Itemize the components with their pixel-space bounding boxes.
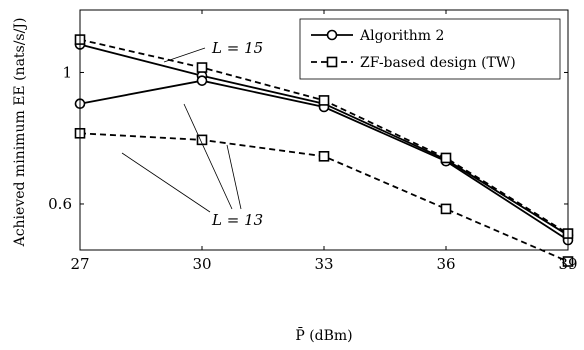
legend-item-zf-design: ZF-based design (TW) <box>311 55 516 71</box>
y-tick-label: 0.6 <box>48 195 72 213</box>
legend-square-marker <box>326 56 338 68</box>
zf-design-point-L13-4 <box>562 256 574 267</box>
annotation-l13: L = 13 <box>211 211 263 229</box>
legend-circle-marker <box>326 29 338 41</box>
x-tick-label: 30 <box>192 255 211 273</box>
zf-design-point-L13-1 <box>196 134 208 146</box>
legend-label-zf-design: ZF-based design (TW) <box>360 55 516 71</box>
x-tick-label: 27 <box>70 255 89 273</box>
x-axis-label: P̄ (dBm) <box>295 326 352 344</box>
legend-item-algorithm-2: Algorithm 2 <box>311 28 444 44</box>
annotation-arrow-l15 <box>163 47 206 63</box>
annotations: L = 15 L = 13 <box>121 39 263 229</box>
legend-label-algorithm-2: Algorithm 2 <box>359 28 444 44</box>
legend: Algorithm 2 ZF-based design (TW) <box>299 18 561 80</box>
zf-design-point-L15-2 <box>318 95 330 106</box>
annotation-arrow-l13-b <box>183 103 233 210</box>
zf-design-point-L15-1 <box>196 62 208 73</box>
annotation-l15: L = 15 <box>211 39 263 57</box>
zf-design-point-L15-3 <box>440 152 452 164</box>
annotation-arrow-l13-c <box>226 144 242 210</box>
x-tick-label: 33 <box>314 255 333 273</box>
zf-design-point-L13-2 <box>318 151 330 162</box>
legend-box <box>299 18 561 80</box>
y-axis-label: Achieved minimum EE (nats/s/J) <box>12 18 28 248</box>
x-tick-label: 39 <box>558 255 577 273</box>
zf-design-point-L13-3 <box>440 203 452 215</box>
annotation-arrow-l13-a <box>121 152 211 213</box>
algorithm-2-point-L13-1 <box>196 75 208 86</box>
axis-ticks: 27 30 33 36 39 0.6 1 <box>48 10 578 273</box>
x-tick-label: 36 <box>436 255 455 273</box>
y-tick-label: 1 <box>62 63 72 81</box>
